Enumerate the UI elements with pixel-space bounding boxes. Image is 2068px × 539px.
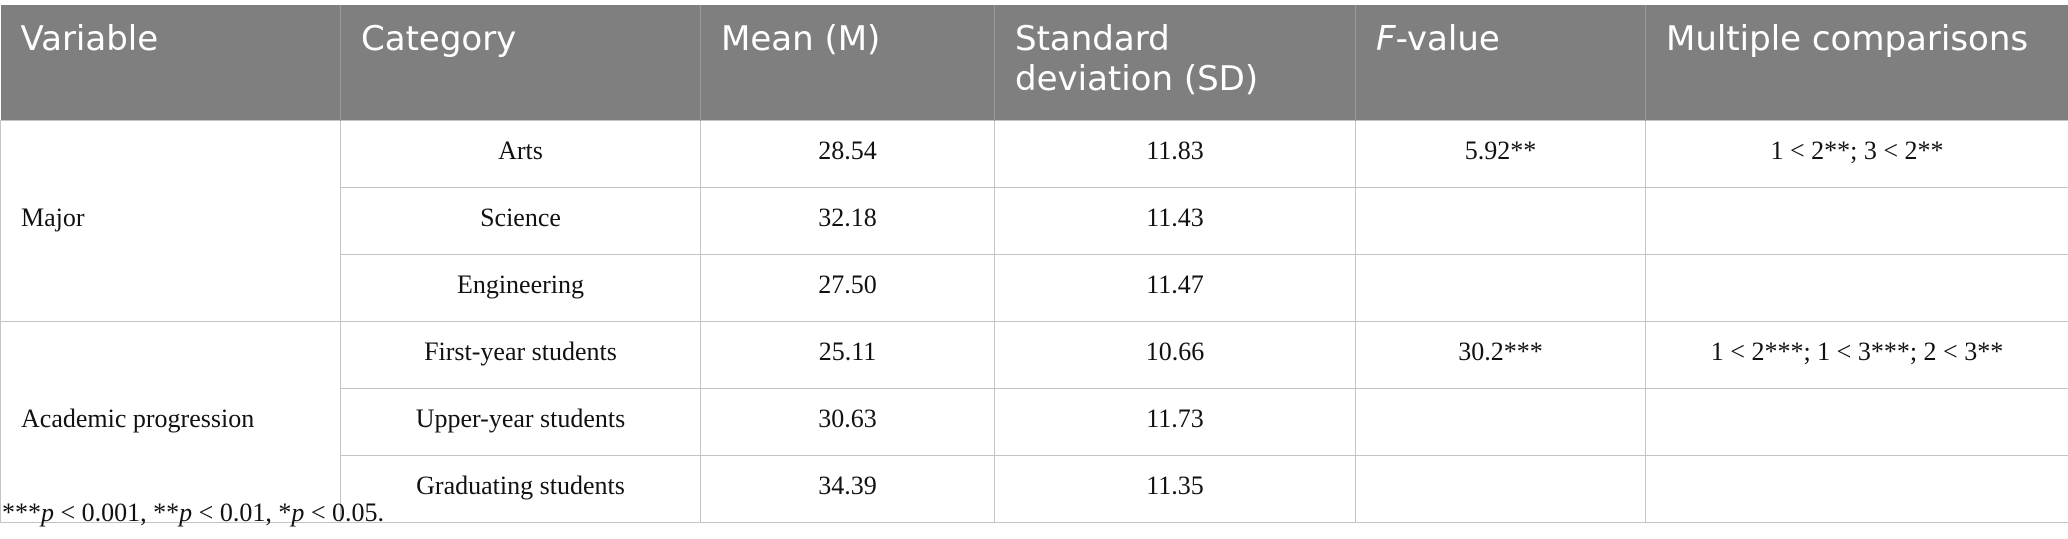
mean-cell: 27.50 bbox=[700, 254, 995, 322]
variable-cell: Major bbox=[0, 120, 341, 322]
sd-cell: 11.47 bbox=[994, 254, 1356, 322]
mean-cell: 30.63 bbox=[700, 388, 995, 456]
sd-cell: 11.43 bbox=[994, 187, 1356, 255]
table-row: Major Arts 28.54 11.83 5.92** 1 < 2**; 3 < 2*… bbox=[0, 120, 2068, 322]
table-row: Academic progression First-year students 2… bbox=[0, 321, 2068, 523]
table-row: Graduating students 34.39 11.35 bbox=[1, 455, 2068, 523]
footnote-text: < 0.001, ** bbox=[54, 498, 180, 527]
empty-cell bbox=[1355, 455, 1646, 523]
mean-cell: 25.11 bbox=[700, 321, 995, 389]
footnote-text: < 0.05. bbox=[304, 498, 385, 527]
results-table: Variable Category Mean (M) Standard devi… bbox=[0, 5, 2068, 523]
empty-cell bbox=[1645, 455, 2068, 523]
mean-cell: 34.39 bbox=[700, 455, 995, 523]
empty-cell bbox=[1645, 254, 2068, 322]
f-value-cell: 30.2*** bbox=[1355, 321, 1646, 389]
empty-cell bbox=[1355, 254, 1646, 322]
category-cell: Upper-year students bbox=[340, 388, 701, 456]
header-cell: Standard deviation (SD) bbox=[994, 5, 1356, 121]
f-value-cell: 5.92** bbox=[1355, 120, 1646, 188]
table-row: Upper-year students 30.63 11.73 bbox=[1, 388, 2068, 456]
footnote-text: < 0.01, * bbox=[192, 498, 292, 527]
sd-cell: 10.66 bbox=[994, 321, 1356, 389]
footnote-text: *** bbox=[2, 498, 41, 527]
sd-cell: 11.83 bbox=[994, 120, 1356, 188]
empty-cell bbox=[1645, 388, 2068, 456]
header-cell: Category bbox=[340, 5, 701, 121]
header-cell: Variable bbox=[0, 5, 341, 121]
sd-cell: 11.35 bbox=[994, 455, 1356, 523]
comparisons-cell: 1 < 2**; 3 < 2** bbox=[1645, 120, 2068, 188]
variable-cell: Academic progression bbox=[0, 321, 341, 523]
header-italic: F bbox=[1376, 19, 1396, 59]
category-cell: Graduating students bbox=[340, 455, 701, 523]
header-cell: Mean (M) bbox=[700, 5, 995, 121]
mean-cell: 28.54 bbox=[700, 120, 995, 188]
footnote-italic: p bbox=[291, 498, 305, 527]
footnote: ***p < 0.001, **p < 0.01, *p < 0.05. bbox=[2, 498, 384, 528]
empty-cell bbox=[1355, 187, 1646, 255]
category-cell: First-year students bbox=[340, 321, 701, 389]
empty-cell bbox=[1645, 187, 2068, 255]
category-cell: Arts bbox=[340, 120, 701, 188]
footnote-italic: p bbox=[41, 498, 54, 527]
comparisons-cell: 1 < 2***; 1 < 3***; 2 < 3** bbox=[1645, 321, 2068, 389]
category-cell: Science bbox=[340, 187, 701, 255]
footnote-italic: p bbox=[179, 498, 193, 527]
mean-cell: 32.18 bbox=[700, 187, 995, 255]
sd-cell: 11.73 bbox=[994, 388, 1356, 456]
header-text: -value bbox=[1395, 19, 1500, 59]
header-cell: Multiple comparisons bbox=[1645, 5, 2068, 121]
header-row: Variable Category Mean (M) Standard devi… bbox=[0, 5, 2068, 121]
header-cell: F-value bbox=[1355, 5, 1646, 121]
category-cell: Engineering bbox=[340, 254, 701, 322]
empty-cell bbox=[1355, 388, 1646, 456]
